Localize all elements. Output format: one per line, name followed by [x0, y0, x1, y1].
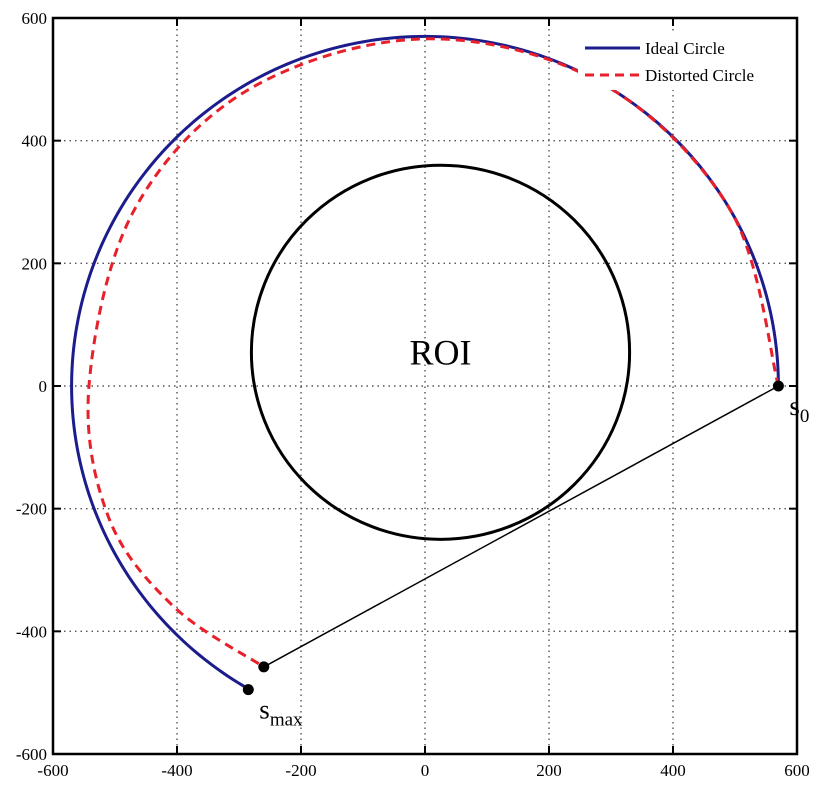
- legend-box: [578, 32, 794, 90]
- x-tick-label: -600: [37, 761, 68, 780]
- grid: [53, 18, 797, 754]
- point-marker: [258, 661, 270, 673]
- x-tick-label: -400: [161, 761, 192, 780]
- legend-label: Ideal Circle: [645, 39, 725, 58]
- point-marker: [772, 380, 784, 392]
- point-label: s0: [789, 391, 809, 427]
- y-tick-label: 400: [22, 132, 48, 151]
- y-tick-label: -600: [16, 745, 47, 764]
- roi-label: ROI: [410, 332, 472, 372]
- ticks-layer: -600 -400 -200 0 200 400 600 -600 -400 -200 0 200 40…: [16, 9, 810, 780]
- x-tick-label: 600: [784, 761, 810, 780]
- x-tick-label: 0: [421, 761, 430, 780]
- point-label: smax: [259, 695, 303, 731]
- points-layer: s0 smax: [242, 380, 809, 731]
- x-tick-label: -200: [285, 761, 316, 780]
- point-marker: [242, 684, 254, 696]
- series-distorted-circle: [86, 37, 780, 669]
- y-tick-label: 0: [39, 377, 48, 396]
- roi-layer: ROI: [249, 163, 632, 541]
- y-tick-label: 200: [22, 254, 48, 273]
- series-layer: [70, 34, 780, 691]
- y-tick-label: -400: [16, 622, 47, 641]
- y-tick-label: 600: [22, 9, 48, 28]
- connector-line: [263, 385, 779, 668]
- legend-label: Distorted Circle: [645, 66, 754, 85]
- x-tick-label: 200: [536, 761, 562, 780]
- x-tick-label: 400: [660, 761, 686, 780]
- y-tick-label: -200: [16, 500, 47, 519]
- roi-circle: [249, 163, 632, 541]
- legend: Ideal Circle Distorted Circle: [578, 32, 794, 90]
